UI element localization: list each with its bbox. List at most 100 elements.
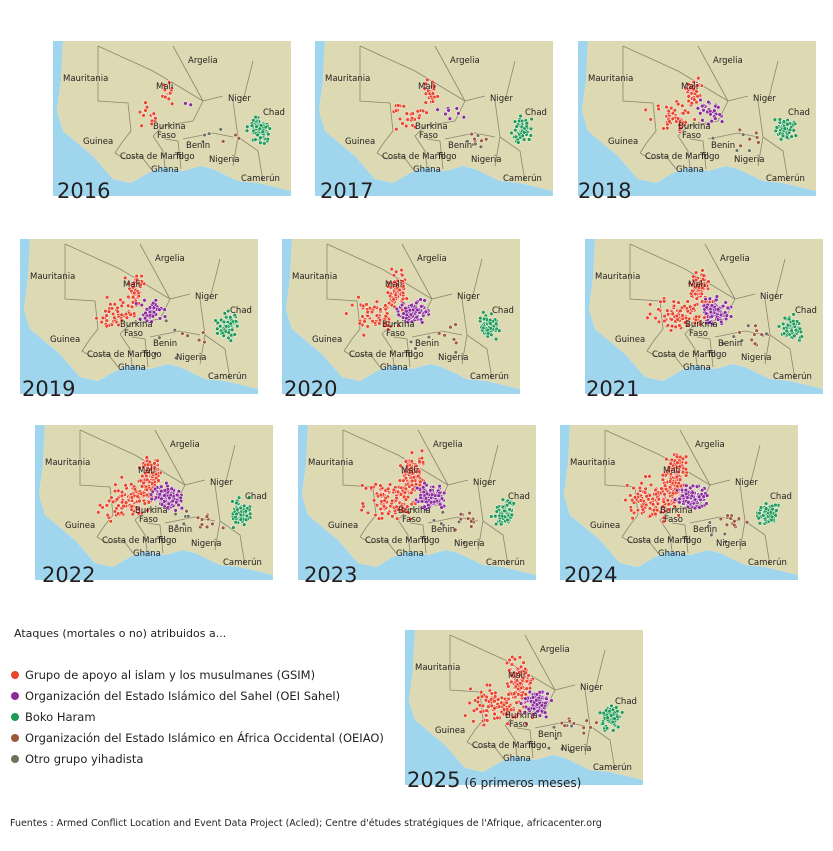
attack-dot-oeiao <box>465 516 471 521</box>
attack-dot-oei <box>523 696 528 701</box>
attack-dot-gsim <box>350 302 355 308</box>
attack-dot-oei <box>409 303 414 308</box>
place-label-niger: Niger <box>195 292 218 302</box>
attack-dot-gsim <box>643 107 648 113</box>
attack-dot-oei <box>418 297 423 302</box>
country-border <box>237 136 264 182</box>
attack-dot-oei <box>423 496 429 501</box>
attack-dot-oei <box>531 706 537 711</box>
attack-dot-boko <box>799 334 804 339</box>
attack-dot-oei <box>401 311 406 316</box>
attack-dot-boko <box>784 328 789 334</box>
attack-dot-gsim <box>138 478 143 483</box>
country-border <box>397 519 411 552</box>
attack-dot-otro <box>551 725 557 730</box>
place-label-camerun: Camerún <box>470 372 509 382</box>
place-label-niger: Niger <box>228 94 251 104</box>
attack-dot-oei <box>151 305 157 310</box>
legend-item-boko-haram: Boko Haram <box>11 706 384 727</box>
attack-dot-boko <box>511 501 516 506</box>
place-label-chad: Chad <box>263 108 285 118</box>
place-label-ghana: Ghana <box>133 549 161 559</box>
attack-dot-oei <box>720 303 726 309</box>
attack-dot-otro <box>568 748 573 754</box>
attack-dot-boko <box>514 124 519 129</box>
attack-dot-gsim <box>420 460 426 465</box>
attack-dot-gsim <box>144 477 150 482</box>
attack-dot-gsim <box>682 304 687 309</box>
attack-dot-gsim <box>662 483 668 488</box>
year-value: 2020 <box>284 377 338 401</box>
attack-dot-boko <box>787 127 793 132</box>
country-border <box>466 741 504 759</box>
attack-dot-oeiao <box>472 136 477 142</box>
place-label-burkina: Burkina <box>685 320 718 330</box>
country-border <box>242 60 254 102</box>
attack-dot-oei <box>420 320 425 325</box>
attack-dot-gsim <box>405 504 410 509</box>
attack-dot-gsim <box>360 501 365 506</box>
attack-dot-oei <box>415 485 420 491</box>
attack-dot-gsim <box>374 299 380 304</box>
place-label-benin: Benin <box>168 525 192 535</box>
attack-dot-gsim <box>486 704 491 709</box>
attack-dot-gsim <box>660 473 665 478</box>
place-label-camerun: Camerún <box>223 558 262 568</box>
attack-dot-otro <box>439 521 444 526</box>
place-label-benin: Benin <box>538 730 562 740</box>
attack-dot-gsim <box>364 302 369 307</box>
attack-dot-gsim <box>162 82 167 88</box>
attack-dot-gsim <box>674 474 679 479</box>
attack-dot-oeiao <box>469 519 474 524</box>
attack-dot-gsim <box>400 505 406 511</box>
attack-dot-oei <box>709 314 714 319</box>
attack-dot-otro <box>747 148 752 153</box>
attack-dot-gsim <box>676 300 681 305</box>
place-label-niger: Niger <box>753 94 776 104</box>
attack-dot-boko <box>512 119 518 124</box>
attack-dot-oei <box>719 119 725 124</box>
attack-dot-boko <box>244 128 250 133</box>
attack-dot-boko <box>792 333 797 338</box>
place-label-argelia: Argelia <box>540 645 570 655</box>
attack-dot-oeiao <box>562 723 567 728</box>
attack-dot-oeiao <box>210 521 215 527</box>
attack-dot-gsim <box>136 511 141 516</box>
attack-dot-gsim <box>419 456 425 461</box>
attack-dot-boko <box>528 133 533 138</box>
attack-dot-gsim <box>132 311 137 316</box>
attack-dot-gsim <box>484 708 489 713</box>
attack-dot-gsim <box>408 517 413 522</box>
attack-dot-gsim <box>403 459 409 464</box>
attack-dot-boko <box>611 728 616 733</box>
attack-dot-oeiao <box>458 512 464 517</box>
attack-dot-gsim <box>517 708 522 713</box>
place-label-costa: Costa de Marfil <box>87 350 151 360</box>
country-border <box>622 45 729 102</box>
place-label-mauritania: Mauritania <box>595 272 640 282</box>
attack-dot-oei <box>426 502 431 508</box>
attack-dot-gsim <box>371 498 377 503</box>
attack-dot-oeiao <box>204 524 210 530</box>
attack-dot-oeiao <box>185 333 190 338</box>
attack-dot-oeiao <box>581 725 586 730</box>
attack-dot-gsim <box>467 700 472 706</box>
attack-dot-oei <box>544 714 549 720</box>
attack-dot-gsim <box>105 512 110 518</box>
attack-dot-oeiao <box>221 525 226 531</box>
legend-item-otro: Otro grupo yihadista <box>11 748 384 769</box>
attack-dot-gsim <box>144 487 149 492</box>
attack-dot-gsim <box>656 319 662 325</box>
attack-dot-gsim <box>360 314 365 319</box>
place-label-costa: Costa de Marfil <box>627 536 691 546</box>
country-border <box>426 138 444 170</box>
attack-dot-gsim <box>410 478 415 484</box>
attack-dot-otro <box>731 334 736 339</box>
attack-dot-gsim <box>651 508 657 513</box>
attack-dot-gsim <box>632 495 638 500</box>
attack-dot-gsim <box>393 108 399 113</box>
attack-dot-gsim <box>639 481 644 486</box>
attack-dot-otro <box>720 341 726 346</box>
attack-dot-otro <box>465 139 470 144</box>
attack-dot-gsim <box>658 510 663 515</box>
